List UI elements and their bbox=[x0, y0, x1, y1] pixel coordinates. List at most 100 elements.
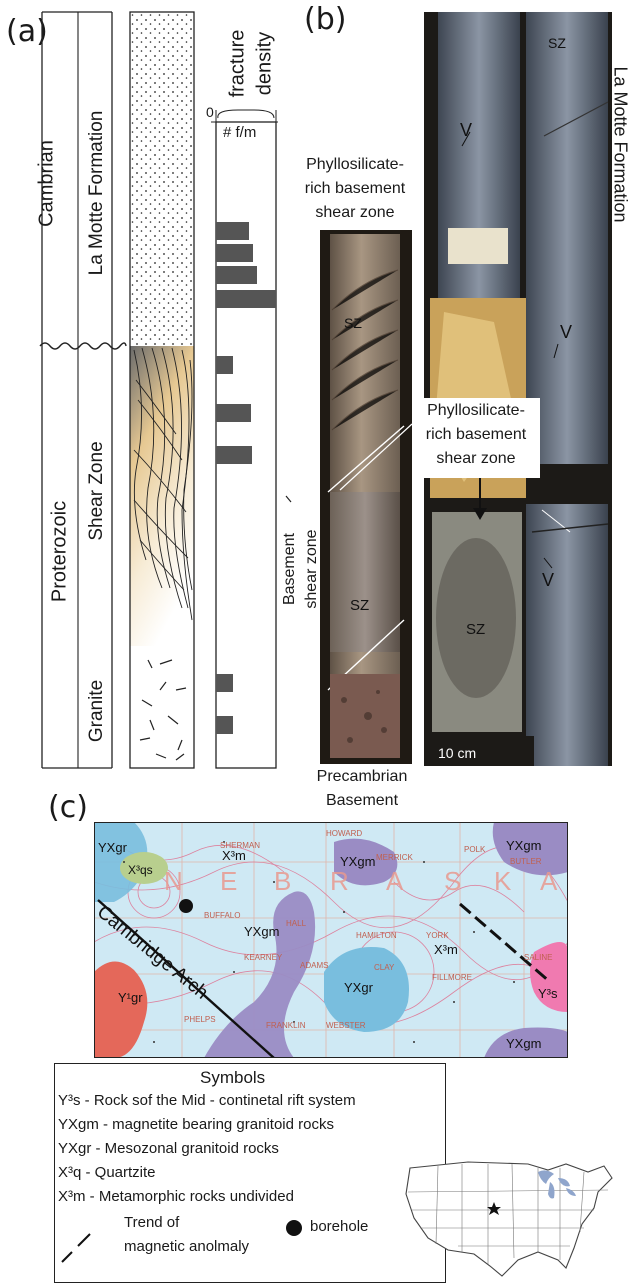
fracture-bar bbox=[216, 356, 233, 374]
fracture-bar bbox=[216, 244, 253, 262]
panel-c-letter: (c) bbox=[48, 790, 88, 825]
unit-yxgm-ne bbox=[492, 822, 568, 876]
svg-text:S: S bbox=[444, 866, 463, 896]
borehole-marker bbox=[179, 899, 193, 913]
core-photo-right: SZ V V V SZ 10 cm bbox=[424, 12, 612, 766]
svg-text:YORK: YORK bbox=[426, 931, 449, 940]
sz-mark-4: SZ bbox=[466, 621, 485, 638]
fracture-brace bbox=[217, 109, 275, 119]
mid-label-box bbox=[412, 398, 540, 478]
legend-item-x3q: X³q - Quartzite bbox=[58, 1164, 156, 1181]
pointer-line bbox=[339, 423, 413, 491]
svg-text:YXgm: YXgm bbox=[506, 838, 541, 853]
legend-item-yxgm: YXgm - magnetite bearing granitoid rocks bbox=[58, 1116, 334, 1133]
fracture-bar bbox=[216, 290, 276, 308]
basement-tick bbox=[285, 495, 292, 503]
axis-unit: # f/m bbox=[223, 124, 257, 141]
svg-text:X³m: X³m bbox=[222, 848, 246, 863]
legend-trend-1: Trend of bbox=[124, 1214, 180, 1231]
legend-item-yxgr: YXgr - Mesozonal granitoid rocks bbox=[58, 1140, 279, 1157]
fracture-bar bbox=[216, 404, 251, 422]
svg-text:MERRICK: MERRICK bbox=[376, 853, 414, 862]
top-label-3: shear zone bbox=[315, 204, 395, 221]
unit-yxgr-central bbox=[324, 947, 409, 1032]
basement-label-2: shear zone bbox=[303, 529, 320, 609]
lithology-column bbox=[129, 11, 195, 769]
svg-text:SHERMAN: SHERMAN bbox=[220, 841, 260, 850]
svg-text:ADAMS: ADAMS bbox=[300, 961, 328, 970]
v-mark-1: V bbox=[460, 120, 472, 140]
legend-item-x3m: X³m - Metamorphic rocks undivided bbox=[58, 1188, 294, 1205]
mid-label-3: shear zone bbox=[436, 450, 516, 467]
legend-item-y3s: Y³s - Rock sof the Mid - continetal rift… bbox=[58, 1092, 356, 1109]
unit-yxgm-se bbox=[484, 1027, 568, 1058]
svg-text:N: N bbox=[164, 866, 185, 896]
svg-text:A: A bbox=[386, 866, 405, 896]
svg-text:POLK: POLK bbox=[464, 845, 486, 854]
sz-mark-2: SZ bbox=[350, 597, 369, 614]
borehole-symbol-icon bbox=[286, 1220, 302, 1236]
era-proterozoic: Proterozoic bbox=[48, 500, 71, 603]
svg-text:E: E bbox=[220, 866, 239, 896]
panel-a-letter: (a) bbox=[6, 14, 48, 49]
unit-yxgm-central bbox=[204, 891, 316, 1058]
svg-text:A: A bbox=[540, 866, 559, 896]
trend-symbol-icon bbox=[61, 1233, 91, 1263]
svg-text:HALL: HALL bbox=[286, 919, 307, 928]
unit-shear-zone: Shear Zone bbox=[86, 441, 107, 541]
sz-mark-3: SZ bbox=[548, 35, 566, 51]
fracture-bar bbox=[216, 266, 257, 284]
unit-labels: YXgr X³qs X³m YXgm YXgm YXgm YXgr X³m Y¹… bbox=[98, 838, 558, 1051]
svg-text:Y¹gr: Y¹gr bbox=[118, 990, 143, 1005]
sz-mark-1: SZ bbox=[344, 315, 362, 331]
fracture-header-1: fracture bbox=[226, 29, 249, 98]
svg-text:R: R bbox=[330, 866, 351, 896]
legend-trend-2: magnetic anolmaly bbox=[124, 1238, 250, 1255]
cambridge-arch-line bbox=[97, 899, 275, 1058]
county-labels: HOWARD SHERMAN MERRICK POLK BUTLER HALL … bbox=[184, 829, 552, 1030]
fracture-header-2: density bbox=[253, 31, 276, 96]
mid-label-arrow bbox=[473, 478, 487, 520]
la-motte-side-label: La Motte Formation bbox=[610, 66, 631, 223]
svg-text:FILLMORE: FILLMORE bbox=[432, 973, 472, 982]
svg-text:K: K bbox=[494, 866, 513, 896]
magnetic-map: HOWARD SHERMAN MERRICK POLK BUTLER HALL … bbox=[94, 822, 568, 1058]
svg-text:WEBSTER: WEBSTER bbox=[326, 1021, 366, 1030]
panel-a-figure bbox=[39, 11, 292, 769]
bottom-label-1: Precambrian bbox=[316, 768, 408, 785]
era-column bbox=[39, 11, 127, 769]
unit-granite: Granite bbox=[86, 679, 107, 743]
granite-pattern-icon bbox=[139, 659, 187, 761]
svg-text:KEARNEY: KEARNEY bbox=[244, 953, 283, 962]
scale-label: 10 cm bbox=[438, 745, 476, 761]
svg-text:YXgm: YXgm bbox=[244, 924, 279, 939]
v-mark-3: V bbox=[542, 570, 554, 590]
legend-borehole: borehole bbox=[310, 1218, 369, 1235]
fracture-bar bbox=[216, 222, 249, 240]
bottom-label-2: Basement bbox=[325, 792, 399, 809]
svg-text:BUFFALO: BUFFALO bbox=[204, 911, 240, 920]
axis-min: 0 bbox=[206, 104, 214, 120]
svg-text:YXgr: YXgr bbox=[98, 840, 128, 855]
svg-text:HAMILTON: HAMILTON bbox=[356, 931, 397, 940]
svg-text:YXgm: YXgm bbox=[340, 854, 375, 869]
fracture-bar bbox=[216, 446, 252, 464]
svg-text:PHELPS: PHELPS bbox=[184, 1015, 216, 1024]
svg-text:YXgm: YXgm bbox=[506, 1036, 541, 1051]
nebraska-star-icon bbox=[487, 1202, 501, 1215]
svg-text:X³qs: X³qs bbox=[128, 863, 153, 877]
fracture-bar bbox=[216, 716, 233, 734]
mid-label-2: rich basement bbox=[425, 426, 527, 443]
era-cambrian: Cambrian bbox=[35, 140, 58, 227]
unit-x3qs bbox=[120, 852, 168, 884]
svg-text:HOWARD: HOWARD bbox=[326, 829, 362, 838]
svg-text:BUTLER: BUTLER bbox=[510, 857, 542, 866]
panel-b-letter: (b) bbox=[304, 2, 347, 37]
unit-la-motte: La Motte Formation bbox=[86, 110, 107, 276]
svg-text:FRANKLIN: FRANKLIN bbox=[266, 1021, 306, 1030]
core-photo-left: SZ SZ bbox=[320, 230, 412, 764]
fracture-bar bbox=[216, 674, 233, 692]
svg-text:B: B bbox=[274, 866, 293, 896]
mid-label-1: Phyllosilicate- bbox=[427, 402, 525, 419]
svg-text:CLAY: CLAY bbox=[374, 963, 395, 972]
